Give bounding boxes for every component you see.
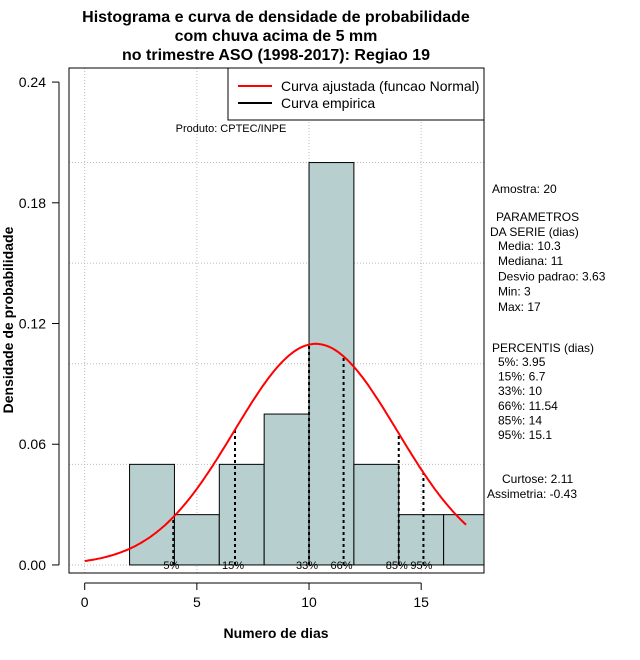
x-tick-label-2: 10 xyxy=(301,594,317,610)
percentile-label-0: 5% xyxy=(163,560,179,572)
legend: Curva ajustada (funcao Normal) Curva emp… xyxy=(227,67,485,121)
x-tick-label-3: 15 xyxy=(413,594,429,610)
percentis-header: PERCENTIS (dias) xyxy=(492,341,594,355)
percentile-label-3: 66% xyxy=(331,560,353,572)
percentile-label-5: 95% xyxy=(410,560,432,572)
percentile-labels: 5% 15% 33% 66% 85% 95% xyxy=(163,560,432,572)
chart-title-line-2: com chuva acima de 5 mm xyxy=(175,28,378,45)
param-item-1: Mediana: 11 xyxy=(498,254,563,268)
sample-size-text: Amostra: 20 xyxy=(492,182,557,196)
percentil-item-2: 33%: 10 xyxy=(498,384,542,398)
y-tick-label-0: 0.00 xyxy=(19,557,46,573)
y-tick-label-3: 0.18 xyxy=(19,195,46,211)
chart-title: Histograma e curva de densidade de proba… xyxy=(82,9,470,64)
percentile-lines xyxy=(172,344,425,565)
params-header-line-1: PARAMETROS xyxy=(496,210,579,224)
param-item-4: Max: 17 xyxy=(498,300,541,314)
x-tick-label-0: 0 xyxy=(81,594,89,610)
skewness-text: Assimetria: -0.43 xyxy=(487,487,577,501)
param-item-3: Min: 3 xyxy=(498,285,531,299)
histogram-bar-2 xyxy=(218,463,265,566)
histogram-bar-3 xyxy=(263,413,310,566)
histogram-bar-5 xyxy=(353,463,400,566)
x-axis-label: Numero de dias xyxy=(223,625,328,641)
histogram-bar-1 xyxy=(173,514,220,566)
x-axis: 0 5 10 15 xyxy=(81,582,429,610)
percentil-item-3: 66%: 11.54 xyxy=(498,399,558,413)
histogram-bar-6 xyxy=(398,514,445,566)
kurtosis-text: Curtose: 2.11 xyxy=(502,472,573,486)
legend-normal-label: Curva ajustada (funcao Normal) xyxy=(281,78,479,94)
percentil-item-1: 15%: 6.7 xyxy=(498,370,546,384)
histogram-bar-0 xyxy=(129,463,175,566)
params-header-line-2: DA SERIE (dias) xyxy=(490,225,579,239)
percentil-item-0: 5%: 3.95 xyxy=(498,355,546,369)
percentil-item-4: 85%: 14 xyxy=(498,413,542,427)
statistics-panel: Amostra: 20 PARAMETROS DA SERIE (dias) M… xyxy=(487,182,606,501)
param-item-2: Desvio padrao: 3.63 xyxy=(498,269,606,283)
param-item-0: Media: 10.3 xyxy=(498,239,561,253)
percentile-label-2: 33% xyxy=(296,560,318,572)
chart-title-line-3: no trimestre ASO (1998-2017): Regiao 19 xyxy=(122,47,430,64)
y-tick-label-4: 0.24 xyxy=(19,74,46,90)
y-axis: 0.00 0.06 0.12 0.18 0.24 xyxy=(19,74,60,573)
x-tick-label-1: 5 xyxy=(193,594,201,610)
legend-box xyxy=(227,67,485,121)
percentile-label-4: 85% xyxy=(386,560,408,572)
legend-empirical-label: Curva empirica xyxy=(281,95,375,111)
y-tick-label-1: 0.06 xyxy=(19,436,46,452)
credit-text: Produto: CPTEC/INPE xyxy=(176,123,287,135)
y-axis-label: Densidade de probabilidade xyxy=(0,226,16,413)
chart-title-line-1: Histograma e curva de densidade de proba… xyxy=(82,9,470,26)
histogram-bar-4 xyxy=(308,162,355,566)
percentile-label-1: 15% xyxy=(222,560,244,572)
normal-curve-line xyxy=(84,342,467,562)
percentil-item-5: 95%: 15.1 xyxy=(498,428,552,442)
y-tick-label-2: 0.12 xyxy=(19,316,46,332)
